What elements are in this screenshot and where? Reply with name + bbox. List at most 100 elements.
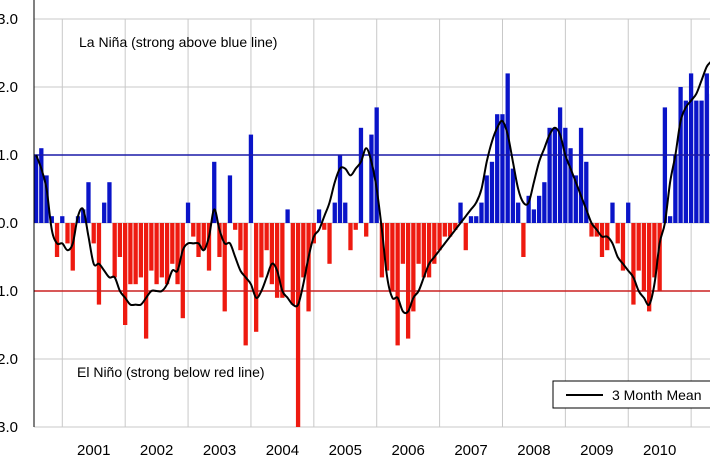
- bar: [175, 223, 180, 285]
- bar: [385, 223, 390, 271]
- legend: 3 Month Mean: [552, 380, 710, 409]
- bar: [143, 223, 149, 339]
- bar: [337, 155, 343, 223]
- x-tick-label: 2006: [391, 442, 424, 459]
- bar: [573, 175, 578, 223]
- bar: [185, 202, 191, 223]
- bar: [636, 223, 641, 271]
- bar: [536, 195, 542, 223]
- bar: [91, 223, 96, 244]
- bar: [86, 182, 91, 223]
- bar: [295, 223, 301, 427]
- bar: [484, 175, 489, 223]
- bar: [652, 223, 657, 278]
- x-tick-label: 2007: [454, 442, 487, 459]
- bar: [683, 100, 688, 223]
- x-tick-label: 2009: [580, 442, 613, 459]
- bar: [327, 223, 332, 264]
- bar: [196, 223, 201, 257]
- bar: [552, 127, 557, 223]
- bar: [248, 134, 254, 223]
- la-nina-annotation: La Niña (strong above blue line): [79, 34, 277, 50]
- y-tick-label: -3.0: [0, 419, 18, 436]
- bar: [437, 223, 442, 251]
- bar: [180, 223, 185, 319]
- bar: [311, 223, 316, 244]
- bar: [212, 161, 217, 223]
- bar: [65, 223, 70, 244]
- bar: [694, 100, 699, 223]
- bar: [107, 182, 112, 223]
- bar: [447, 223, 453, 237]
- bar: [39, 148, 44, 223]
- bar: [81, 209, 86, 223]
- bar: [453, 223, 458, 230]
- bar: [201, 223, 206, 251]
- bar: [479, 202, 484, 223]
- bar: [631, 223, 636, 305]
- bar: [626, 202, 631, 223]
- bar: [364, 223, 369, 237]
- bar: [353, 223, 358, 230]
- legend-label: 3 Month Mean: [612, 387, 702, 403]
- bar: [673, 155, 678, 223]
- bar: [102, 202, 107, 223]
- bar: [395, 223, 400, 346]
- bar: [322, 223, 327, 230]
- bar: [657, 223, 662, 291]
- bar: [159, 223, 164, 278]
- bar: [70, 223, 75, 271]
- bar: [599, 223, 605, 257]
- bar: [243, 223, 248, 346]
- bar: [510, 168, 516, 223]
- bar: [526, 195, 531, 223]
- bar: [578, 127, 584, 223]
- bar: [521, 223, 526, 257]
- bar: [332, 202, 337, 223]
- bar: [123, 223, 128, 325]
- bar: [688, 73, 694, 224]
- bar: [379, 223, 385, 278]
- bar: [463, 223, 468, 251]
- three-month-mean-line: [35, 61, 710, 315]
- bar: [301, 223, 306, 278]
- bar: [164, 223, 170, 285]
- x-tick-label: 2010: [643, 442, 676, 459]
- bar: [568, 148, 573, 223]
- bar: [704, 73, 709, 224]
- bar: [238, 223, 243, 251]
- bar: [563, 127, 568, 223]
- bar: [128, 223, 133, 285]
- bar: [489, 161, 495, 223]
- bar: [306, 223, 311, 312]
- bar: [316, 209, 322, 223]
- bars: [33, 73, 710, 427]
- bar: [170, 223, 175, 264]
- bar: [254, 223, 259, 332]
- bar: [227, 175, 233, 223]
- bar: [411, 223, 416, 312]
- bar: [542, 182, 547, 223]
- bar: [400, 223, 406, 264]
- bar: [133, 223, 138, 285]
- bar: [405, 223, 411, 339]
- x-tick-label: 2004: [266, 442, 299, 459]
- bar: [374, 107, 379, 223]
- bar: [432, 223, 437, 264]
- y-tick-label: 0.0: [0, 215, 18, 232]
- bar: [280, 223, 285, 298]
- bar: [516, 202, 521, 223]
- bar: [584, 161, 589, 223]
- bar: [290, 223, 295, 305]
- bar: [285, 209, 290, 223]
- bar: [117, 223, 123, 257]
- bar: [259, 223, 264, 278]
- bar: [44, 175, 49, 223]
- bar: [112, 223, 117, 278]
- bar: [33, 155, 39, 223]
- bar: [500, 114, 505, 223]
- y-tick-label: 2.0: [0, 79, 18, 96]
- bar: [557, 107, 563, 223]
- bar: [531, 209, 537, 223]
- bar: [60, 216, 65, 223]
